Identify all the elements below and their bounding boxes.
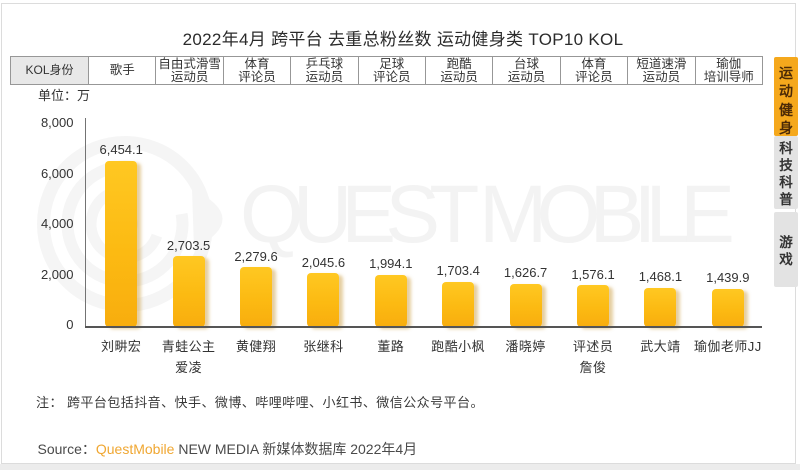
svg-text:QUEST MOBILE: QUEST MOBILE [240,169,735,260]
